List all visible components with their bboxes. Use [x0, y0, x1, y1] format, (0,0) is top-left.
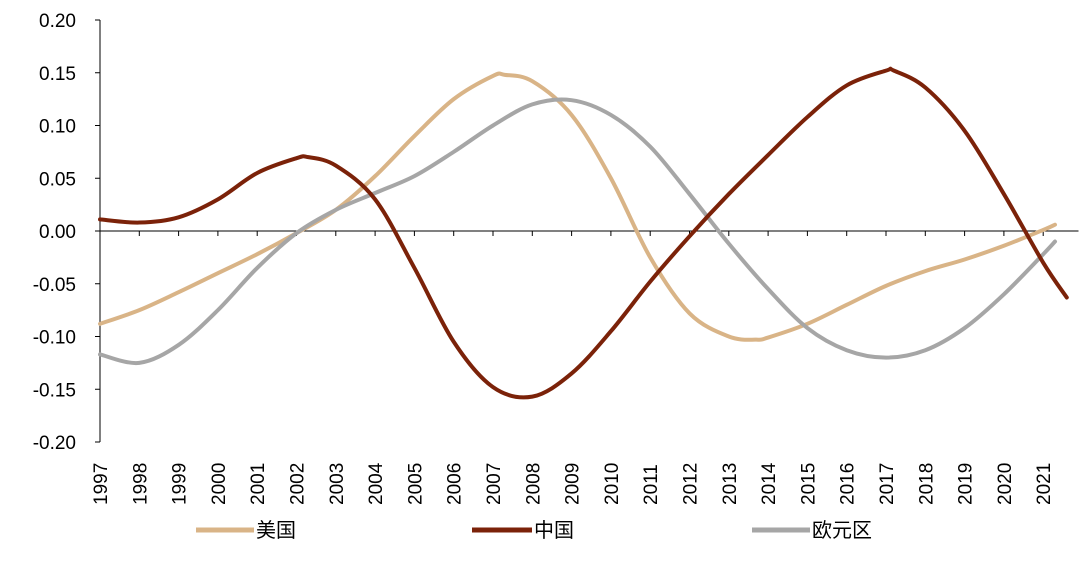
x-tick-label: 2005 — [405, 463, 426, 505]
x-tick-label: 2012 — [681, 463, 702, 505]
legend-usa: 美国 — [196, 518, 296, 542]
x-tick-label: 2006 — [445, 463, 466, 505]
series-line-usa — [98, 71, 1057, 342]
y-axis: 0.20 0.15 0.10 0.05 0.00 -0.05 -0.10 -0.15 -0.20 — [33, 11, 101, 454]
legend-china: 中国 — [472, 518, 574, 542]
x-tick-label: 2009 — [563, 463, 584, 505]
x-axis: 1997 1998 1999 2000 2001 2002 2003 2004 2005 2006… — [91, 230, 1079, 505]
x-tick-label: 2019 — [956, 463, 977, 505]
legend-label: 欧元区 — [812, 518, 872, 542]
legend: 美国 中国 欧元区 — [196, 518, 872, 542]
x-tick-label: 2011 — [641, 464, 662, 505]
x-tick-label: 2017 — [877, 463, 898, 505]
x-tick-label: 2010 — [602, 463, 623, 505]
x-tick-label: 2018 — [916, 463, 937, 505]
x-tick-label: 2000 — [209, 463, 230, 505]
x-tick-label: 2007 — [484, 463, 505, 505]
legend-label: 美国 — [256, 518, 296, 542]
x-tick-label: 1997 — [91, 463, 112, 505]
x-tick-label: 2014 — [759, 462, 780, 505]
x-tick-label: 2015 — [798, 463, 819, 505]
y-tick-label: -0.15 — [33, 380, 76, 401]
x-tick-label: 2001 — [248, 463, 269, 505]
x-tick-label: 2004 — [366, 462, 387, 505]
legend-eurozone: 欧元区 — [752, 518, 872, 542]
x-tick-label: 2002 — [288, 463, 309, 505]
y-tick-label: 0.10 — [39, 117, 76, 138]
x-tick-label: 2021 — [1034, 463, 1055, 505]
x-tick-label: 2003 — [327, 463, 348, 505]
series-layer — [98, 66, 1069, 400]
y-tick-label: 0.00 — [39, 222, 76, 243]
x-tick-label: 2008 — [523, 463, 544, 505]
legend-label: 中国 — [534, 518, 574, 542]
x-tick-label: 2016 — [838, 463, 859, 505]
x-tick-label: 1998 — [130, 463, 151, 505]
y-tick-label: 0.20 — [39, 11, 76, 32]
y-tick-label: -0.20 — [33, 433, 76, 454]
y-tick-label: -0.10 — [33, 328, 76, 349]
series-line-china — [98, 66, 1069, 400]
x-tick-label: 1999 — [170, 463, 191, 505]
x-tick-label: 2020 — [995, 463, 1016, 505]
x-tick-label: 2013 — [720, 463, 741, 505]
y-tick-label: -0.05 — [33, 275, 76, 296]
y-tick-label: 0.15 — [39, 64, 76, 85]
y-tick-label: 0.05 — [39, 169, 76, 190]
series-line-eurozone — [98, 97, 1057, 366]
